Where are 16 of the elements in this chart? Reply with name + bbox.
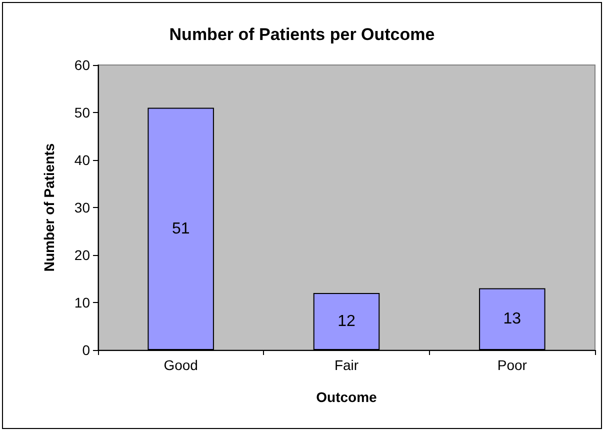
x-tick-label: Fair — [334, 357, 359, 373]
y-tick-label: 20 — [74, 247, 90, 263]
y-tick-label: 10 — [74, 294, 90, 310]
y-tick-label: 40 — [74, 152, 90, 168]
x-tick-label: Good — [164, 357, 198, 373]
y-tick-label: 30 — [74, 200, 90, 216]
data-label: 51 — [172, 220, 190, 238]
x-tick-label: Poor — [497, 357, 528, 373]
data-label: 12 — [338, 313, 356, 330]
y-axis-title: Number of Patients — [41, 143, 57, 272]
y-tick-label: 50 — [74, 104, 90, 120]
y-tick-label: 0 — [82, 342, 90, 358]
data-label: 13 — [503, 310, 522, 328]
x-axis-title: Outcome — [316, 389, 378, 405]
y-tick-label: 60 — [74, 57, 90, 73]
chart-title: Number of Patients per Outcome — [169, 25, 435, 44]
